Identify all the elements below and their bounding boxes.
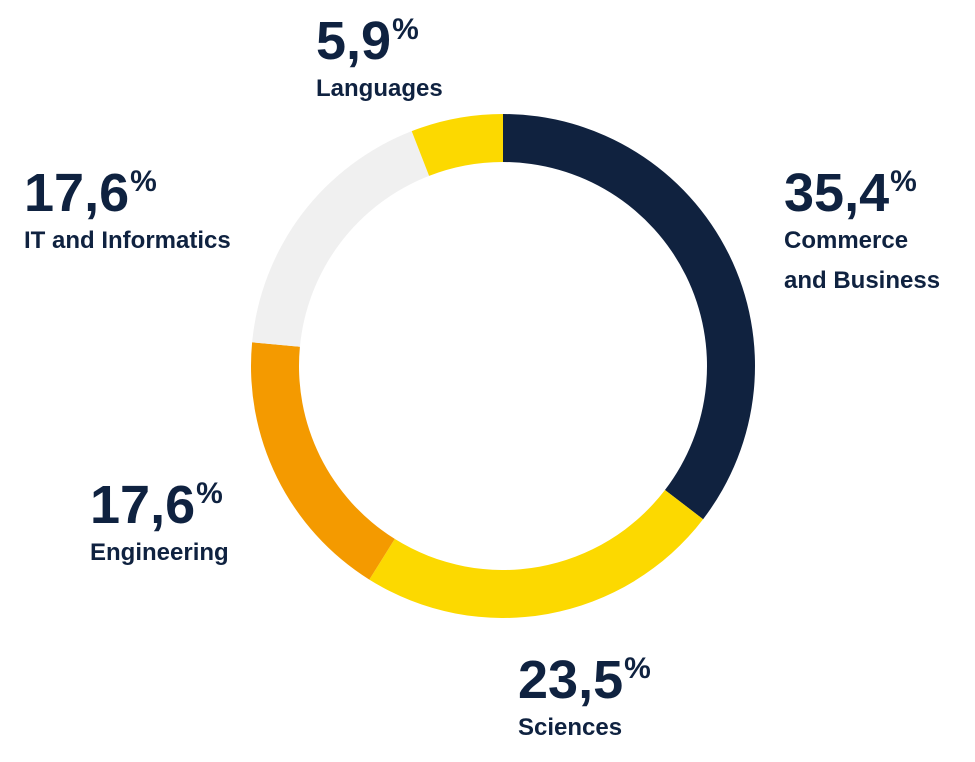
slice-name-commerce-line-2: and Business xyxy=(784,267,941,294)
slice-commerce-and-business xyxy=(503,114,756,520)
slice-engineering xyxy=(251,342,395,580)
slice-it-and-informatics xyxy=(252,131,430,347)
slice-name-engineering: Engineering xyxy=(90,539,229,566)
slice-value-it-and-informatics: 17,6% xyxy=(24,163,157,223)
slice-name-it-and-informatics: IT and Informatics xyxy=(24,227,231,254)
slice-name-languages: Languages xyxy=(316,75,443,102)
slice-value-commerce-and-business: 35,4% xyxy=(784,163,917,223)
donut-slices xyxy=(251,114,756,618)
slice-sciences xyxy=(369,490,704,618)
slice-name-sciences: Sciences xyxy=(518,714,623,741)
slice-name-commerce-line-1: Commerce xyxy=(784,227,909,254)
slice-label-sciences: 23,5% Sciences xyxy=(518,653,651,748)
slice-languages xyxy=(411,114,503,176)
slice-label-commerce-and-business: 35,4% Commerce and Business xyxy=(784,166,940,301)
slice-value-sciences: 23,5% xyxy=(518,650,651,710)
slice-label-it-and-informatics: 17,6% IT and Informatics xyxy=(24,166,231,261)
slice-value-languages: 5,9% xyxy=(316,11,419,71)
slice-label-engineering: 17,6% Engineering xyxy=(90,478,229,573)
slice-value-engineering: 17,6% xyxy=(90,475,223,535)
slice-label-languages: 5,9% Languages xyxy=(316,14,443,109)
